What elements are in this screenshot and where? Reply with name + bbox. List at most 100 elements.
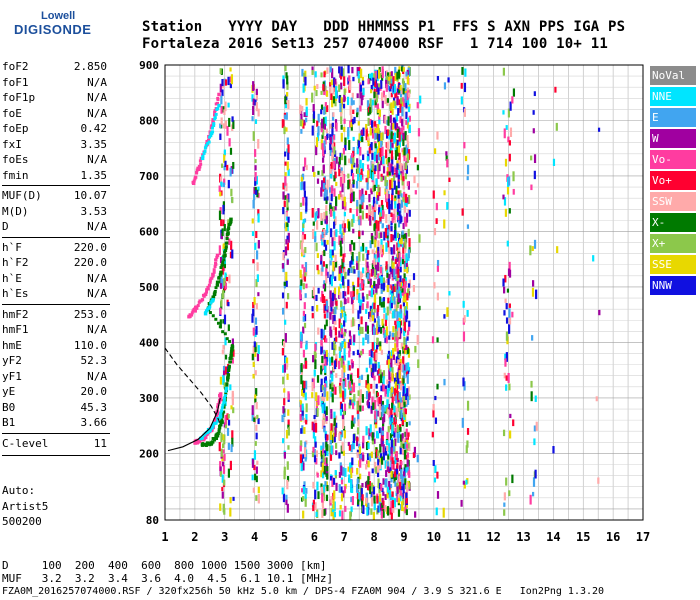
- echo-speck: [219, 133, 222, 140]
- echo-speck: [256, 262, 259, 271]
- echo-speck: [395, 167, 398, 178]
- echo-speck: [393, 167, 396, 172]
- echo-speck: [395, 333, 398, 341]
- echo-speck: [222, 123, 226, 129]
- param-name-hmf1: hmF1: [2, 323, 29, 336]
- series-point-nne: [203, 146, 207, 150]
- echo-speck: [378, 375, 381, 384]
- echo-speck: [391, 217, 394, 223]
- echo-speck: [368, 350, 371, 356]
- echo-speck: [227, 102, 230, 108]
- echo-speck: [358, 292, 361, 303]
- echo-speck: [333, 175, 336, 182]
- echo-speck: [342, 291, 345, 299]
- echo-speck: [334, 360, 337, 370]
- echo-speck: [343, 268, 346, 274]
- echo-speck: [223, 109, 226, 115]
- echo-speck: [321, 506, 325, 512]
- series-point-vo: [208, 278, 212, 282]
- echo-speck: [326, 105, 329, 113]
- series-point-vo: [214, 418, 218, 422]
- echo-speck: [395, 304, 398, 312]
- echo-speck: [334, 276, 337, 282]
- echo-speck: [374, 203, 377, 211]
- echo-speck: [367, 427, 370, 435]
- echo-speck: [464, 155, 468, 162]
- echo-speck: [369, 311, 372, 320]
- series-point-x: [225, 236, 229, 240]
- echo-speck: [342, 235, 345, 241]
- echo-speck: [338, 346, 341, 351]
- echo-speck: [377, 246, 380, 254]
- echo-speck: [391, 417, 394, 423]
- echo-speck: [402, 497, 405, 506]
- echo-speck: [347, 441, 350, 446]
- echo-speck: [367, 402, 371, 409]
- echo-speck: [366, 301, 369, 309]
- echo-speck: [408, 209, 411, 217]
- echo-speck: [389, 364, 392, 372]
- echo-speck: [374, 267, 377, 278]
- echo-speck: [227, 301, 230, 307]
- echo-speck: [352, 76, 355, 82]
- echo-speck: [378, 365, 381, 374]
- echo-speck: [227, 179, 230, 189]
- echo-speck: [251, 405, 254, 416]
- echo-speck: [391, 424, 394, 435]
- echo-speck: [359, 215, 362, 226]
- echo-speck: [218, 442, 221, 452]
- echo-speck: [402, 471, 406, 477]
- echo-speck: [408, 103, 411, 109]
- echo-speck: [385, 182, 388, 192]
- echo-speck: [314, 236, 317, 243]
- echo-speck: [396, 486, 399, 494]
- echo-speck: [320, 378, 323, 389]
- echo-speck: [418, 234, 421, 243]
- echo-speck: [395, 385, 399, 394]
- echo-speck: [311, 229, 315, 239]
- echo-speck: [374, 461, 377, 469]
- echo-speck: [254, 177, 257, 186]
- echo-speck: [394, 419, 397, 427]
- echo-speck: [325, 187, 328, 198]
- echo-speck: [325, 481, 328, 489]
- echo-speck: [281, 417, 284, 423]
- echo-speck: [325, 90, 329, 97]
- echo-speck: [373, 326, 376, 335]
- echo-speck: [360, 350, 363, 356]
- echo-speck: [322, 413, 325, 419]
- echo-speck: [366, 265, 370, 273]
- echo-speck: [386, 399, 389, 408]
- echo-speck: [303, 218, 307, 223]
- echo-speck: [385, 70, 388, 80]
- echo-speck: [385, 278, 389, 284]
- echo-speck: [405, 310, 409, 319]
- series-point-nne: [208, 305, 212, 309]
- echo-speck: [287, 99, 290, 110]
- echo-speck: [397, 69, 400, 79]
- echo-speck: [330, 228, 333, 238]
- series-point-nne: [223, 393, 227, 397]
- echo-speck: [305, 283, 308, 289]
- echo-speck: [396, 321, 399, 331]
- echo-speck: [382, 370, 386, 379]
- echo-speck: [312, 355, 315, 363]
- echo-speck: [366, 460, 369, 466]
- echo-speck: [399, 90, 403, 98]
- series-point-vo: [213, 109, 217, 113]
- echo-speck: [533, 154, 537, 164]
- echo-speck: [320, 470, 323, 478]
- echo-speck: [378, 232, 381, 239]
- echo-speck: [385, 478, 388, 488]
- echo-speck: [460, 82, 463, 89]
- echo-speck: [321, 384, 324, 391]
- echo-speck: [512, 171, 515, 182]
- echo-speck: [393, 474, 396, 484]
- echo-speck: [299, 104, 302, 114]
- echo-speck: [350, 420, 354, 429]
- echo-speck: [508, 153, 511, 162]
- echo-speck: [357, 277, 360, 288]
- echo-speck: [312, 166, 315, 172]
- echo-speck: [333, 160, 336, 169]
- echo-speck: [398, 283, 401, 292]
